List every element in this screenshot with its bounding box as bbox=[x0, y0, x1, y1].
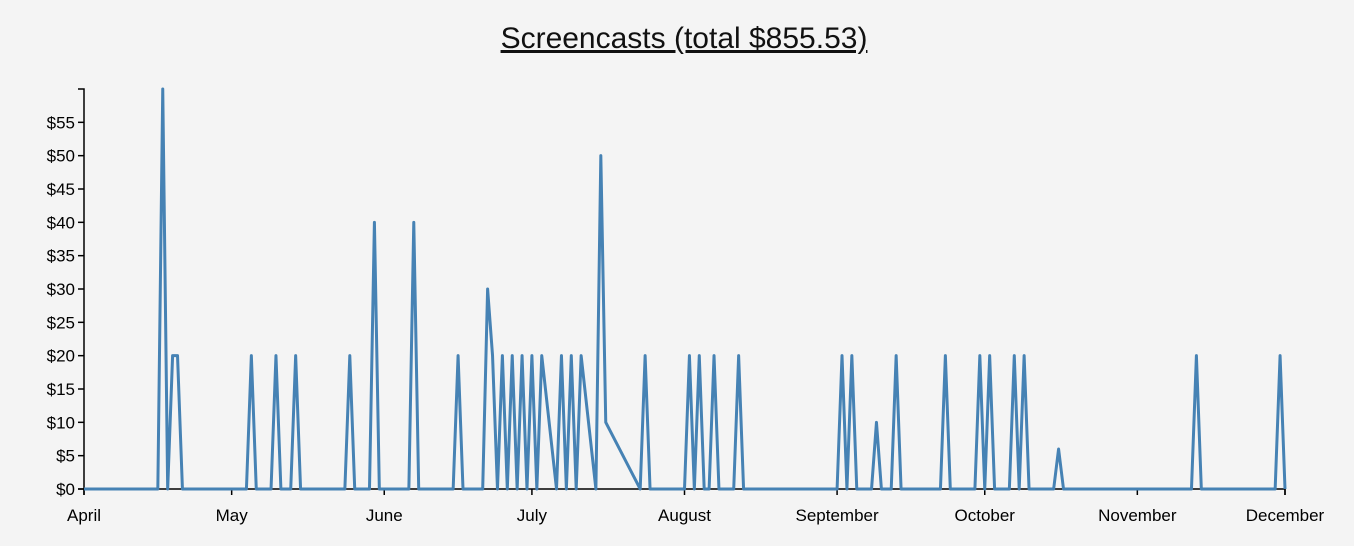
y-tick-label: $15 bbox=[47, 380, 75, 399]
y-tick-label: $35 bbox=[47, 247, 75, 266]
x-tick-label: December bbox=[1246, 506, 1325, 525]
series-line bbox=[84, 87, 1287, 491]
x-tick-label: August bbox=[658, 506, 711, 525]
x-tick-label: April bbox=[67, 506, 101, 525]
y-tick-label: $20 bbox=[47, 347, 75, 366]
x-tick-label: July bbox=[517, 506, 548, 525]
y-tick-label: $5 bbox=[56, 447, 75, 466]
y-tick-label: $40 bbox=[47, 213, 75, 232]
plot-area bbox=[84, 87, 1287, 491]
y-tick-label: $30 bbox=[47, 280, 75, 299]
y-tick-label: $0 bbox=[56, 480, 75, 499]
y-tick-label: $50 bbox=[47, 147, 75, 166]
x-tick-label: October bbox=[955, 506, 1016, 525]
x-tick-label: September bbox=[796, 506, 879, 525]
x-axis: April May June July August September October No… bbox=[67, 488, 1325, 525]
chart-title: Screencasts (total $855.53) bbox=[501, 22, 868, 55]
y-tick-label: $10 bbox=[47, 413, 75, 432]
y-tick-label: $45 bbox=[47, 180, 75, 199]
y-tick-label: $25 bbox=[47, 313, 75, 332]
x-tick-label: November bbox=[1098, 506, 1177, 525]
y-axis: $0 $5 $10 $15 $20 $25 $30 $35 $40 $45 $50 $55 bbox=[47, 88, 85, 499]
x-tick-label: May bbox=[216, 506, 249, 525]
x-tick-label: June bbox=[366, 506, 403, 525]
y-tick-label: $55 bbox=[47, 113, 75, 132]
